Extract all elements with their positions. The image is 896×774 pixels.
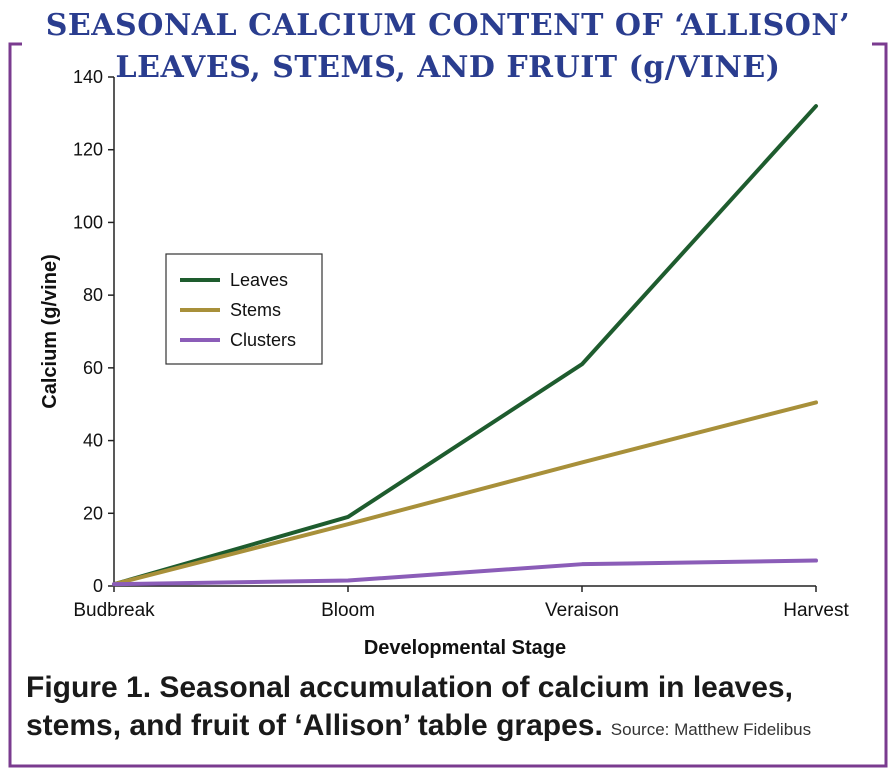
figure-caption: Figure 1. Seasonal accumulation of calci… bbox=[26, 669, 886, 749]
y-tick-label-60: 60 bbox=[83, 358, 103, 378]
x-tick-label-veraison: Veraison bbox=[545, 600, 619, 621]
x-tick-label-budbreak: Budbreak bbox=[73, 600, 155, 621]
series-line-clusters bbox=[112, 558, 818, 587]
y-tick-label-40: 40 bbox=[83, 431, 103, 451]
y-axis-title: Calcium (g/vine) bbox=[39, 254, 61, 408]
x-tick-label-harvest: Harvest bbox=[783, 600, 849, 621]
y-tick-label-0: 0 bbox=[93, 576, 103, 596]
caption-line-2: stems, and fruit of ‘Allison’ table grap… bbox=[26, 707, 886, 749]
chart-title-line-1: SEASONAL CALCIUM CONTENT OF ‘ALLISON’ bbox=[45, 8, 851, 43]
caption-source: Source: Matthew Fidelibus bbox=[610, 720, 812, 739]
series-line-stems bbox=[112, 400, 818, 587]
x-tick-label-bloom: Bloom bbox=[321, 600, 375, 621]
chart-title-line-2: LEAVES, STEMS, AND FRUIT (g/VINE) bbox=[115, 50, 781, 85]
calcium-line-chart: 0 20 40 60 80 100 120 140 Budbreak Bloom Veraison H… bbox=[39, 67, 849, 659]
y-tick-label-120: 120 bbox=[73, 140, 103, 160]
y-tick-label-80: 80 bbox=[83, 285, 103, 305]
legend-label-stems: Stems bbox=[230, 300, 281, 320]
caption-line-1: Figure 1. Seasonal accumulation of calci… bbox=[26, 671, 793, 704]
legend-label-clusters: Clusters bbox=[230, 330, 296, 350]
series-line-leaves bbox=[112, 104, 818, 587]
y-tick-label-20: 20 bbox=[83, 503, 103, 523]
legend-label-leaves: Leaves bbox=[230, 270, 288, 290]
x-axis-title: Developmental Stage bbox=[364, 637, 566, 659]
y-tick-label-140: 140 bbox=[73, 67, 103, 87]
frame-border bbox=[8, 42, 888, 768]
caption-line-2-text: stems, and fruit of ‘Allison’ table grap… bbox=[26, 709, 603, 742]
y-tick-label-100: 100 bbox=[73, 212, 103, 232]
